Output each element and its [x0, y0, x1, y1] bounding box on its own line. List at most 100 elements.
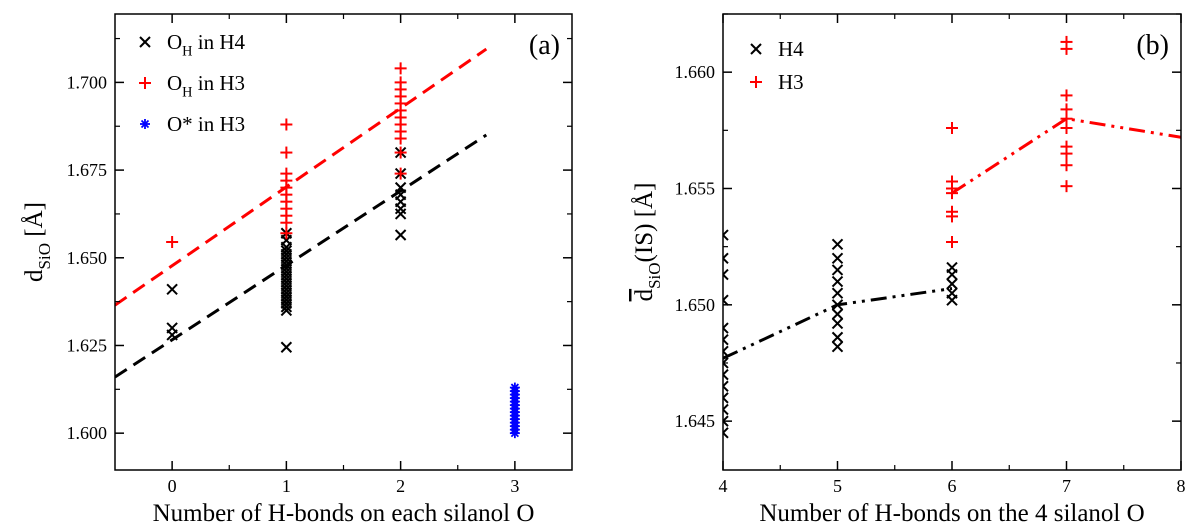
panel-a-y-axis-label-main: d: [21, 269, 48, 282]
panel-b-point-stroke: [831, 317, 844, 330]
panel-b-y-axis-label-unit: (IS) [Å]: [631, 183, 658, 263]
panel-a-y-axis-label: dSiO [Å]: [21, 202, 54, 282]
panel-a-legend-label: O* in H3: [167, 112, 245, 136]
panel-b-point: [946, 122, 958, 134]
panel-a-legend-label-main: O: [167, 30, 182, 54]
panel-b-point: [723, 368, 729, 381]
panel-a-point: [166, 283, 178, 296]
panel-b-point: [1060, 89, 1073, 102]
panel-b-x-tick-label: 8: [1177, 476, 1186, 496]
panel-b: 4 5 6 7 8 1.645 1.650 1.655 1.660 Number of H-bon…: [631, 13, 1186, 525]
panel-b-point-stroke: [723, 256, 729, 264]
panel-a-point: [394, 208, 407, 220]
panel-b-point: [723, 252, 729, 264]
panel-a-legend-marker: [139, 77, 151, 89]
panel-a-fit-line: [115, 133, 488, 379]
panel-b-point-stroke: [723, 392, 729, 400]
panel-b-panel-label: (b): [1136, 30, 1169, 61]
panel-b-point: [1060, 103, 1073, 116]
panel-a-plot-area: [115, 47, 520, 439]
panel-b-series-0: [723, 229, 958, 439]
panel-a-point: [394, 146, 407, 159]
panel-a-legend-label-main: O: [167, 71, 182, 95]
panel-b-legend-marker: [750, 76, 762, 88]
panel-b-point-stroke: [831, 331, 844, 344]
panel-b-x-tick-label: 4: [719, 476, 728, 496]
panel-b-point-stroke: [723, 273, 729, 281]
panel-a-point: [280, 167, 293, 180]
panel-b-point-stroke: [723, 268, 729, 276]
panel-a-point-stroke: [394, 181, 407, 194]
panel-b-point: [831, 264, 844, 276]
panel-b-point: [831, 275, 844, 288]
panel-b-point: [946, 287, 958, 299]
panel-b-point-stroke: [723, 298, 729, 306]
panel-b-x-tick-label: 5: [833, 476, 842, 496]
panel-b-point-stroke: [723, 408, 729, 416]
panel-b-point-stroke: [723, 326, 729, 334]
panel-a-series-1: [166, 62, 407, 248]
panel-b-point: [723, 380, 729, 392]
panel-a-x-axis-label: Number of H-bonds on each silanol O: [153, 500, 535, 525]
panel-b-point: [831, 252, 844, 264]
panel-a-legend-label-rest: in H3: [192, 71, 245, 95]
panel-b-point-stroke: [723, 373, 729, 381]
panel-b-series-1: [946, 35, 1073, 248]
panel-b-point-stroke: [723, 233, 729, 241]
panel-b-point: [1060, 180, 1073, 193]
panel-a-x-tick-label: 1: [282, 476, 291, 496]
panel-b-plot-area: [723, 35, 1181, 439]
panel-a-point: [166, 236, 179, 248]
panel-b-point-stroke: [831, 308, 844, 320]
panel-b-point-stroke: [723, 229, 729, 237]
panel-b-legend-label: H3: [778, 70, 804, 94]
panel-a-point: [394, 167, 407, 180]
panel-b-point-stroke: [831, 287, 844, 299]
panel-b-point-stroke: [723, 294, 729, 302]
panel-b-point-stroke: [723, 403, 729, 411]
panel-b-point-stroke: [723, 345, 729, 353]
panel-b-point: [831, 299, 844, 311]
panel-b-point: [723, 357, 729, 369]
panel-b-point-stroke: [946, 278, 958, 290]
panel-b-point-stroke: [723, 252, 729, 260]
panel-b-point-stroke: [723, 380, 729, 388]
panel-b-x-axis-label: Number of H-bonds on the 4 silanol O: [759, 500, 1144, 525]
panel-a-series-0: [166, 146, 407, 353]
panel-b-point: [1060, 35, 1073, 48]
panel-a-point-stroke: [280, 245, 293, 257]
panel-a-point: [509, 382, 520, 393]
panel-a-legend-label: OH in H4: [167, 30, 245, 59]
panel-b-legend-marker-stroke: [750, 43, 762, 55]
panel-a-legend-label-sub: H: [182, 84, 192, 100]
panel-b-point-stroke: [723, 349, 729, 358]
panel-b-point-stroke: [723, 334, 729, 342]
panel-a-legend-label-rest: in H3: [193, 112, 246, 136]
panel-a-point-stroke: [280, 341, 293, 353]
panel-a-legend-label-sub: H: [182, 43, 192, 59]
panel-a-point: [280, 118, 293, 131]
panel-b-y-tick-label: 1.650: [675, 295, 716, 315]
panel-a-x-tick-label: 2: [396, 476, 405, 496]
panel-b-point-stroke: [831, 299, 844, 311]
panel-b-point-stroke: [831, 340, 844, 353]
panel-b-point-stroke: [831, 238, 844, 251]
panel-a-point: [394, 181, 407, 194]
panel-a-legend-marker-stroke: [139, 36, 151, 48]
panel-a-y-axis-label-unit: [Å]: [21, 202, 48, 243]
panel-b-point: [723, 334, 729, 346]
panel-b-point-stroke: [946, 261, 958, 274]
panel-b-point: [831, 317, 844, 330]
panel-b-point: [831, 238, 844, 251]
panel-a-point: [394, 76, 407, 89]
panel-a-point: [280, 245, 293, 257]
panel-b-x-tick-label: 7: [1062, 476, 1071, 496]
panel-a-y-tick-label: 1.700: [67, 72, 108, 92]
panel-a-point: [166, 329, 178, 341]
panel-b-point: [831, 340, 844, 353]
panel-a-legend-label: OH in H3: [167, 71, 245, 100]
panel-b-point: [831, 287, 844, 299]
panel-b-point-stroke: [723, 384, 729, 392]
panel-b-point: [723, 345, 729, 358]
